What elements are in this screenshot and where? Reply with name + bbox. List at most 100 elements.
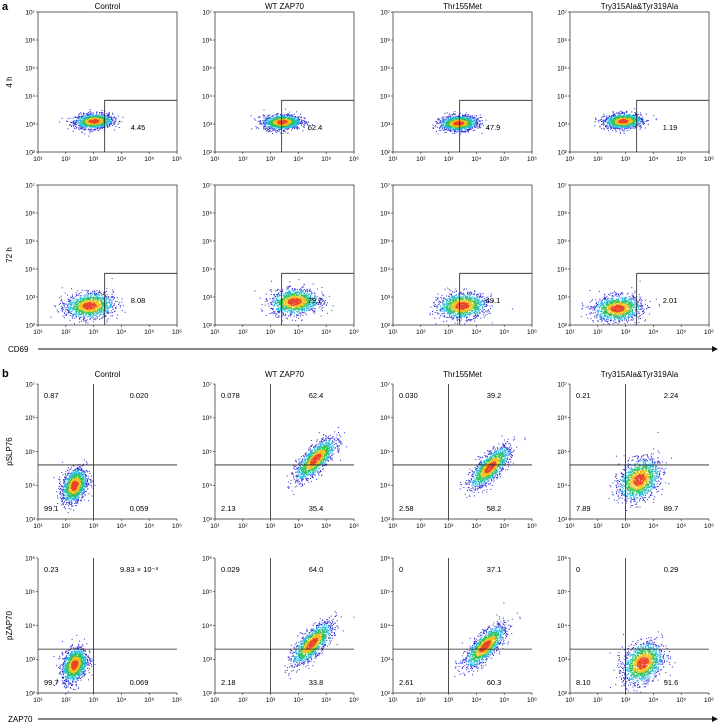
a-event [106, 113, 108, 114]
a-event [477, 122, 479, 124]
a-event [94, 124, 96, 126]
a-event [77, 124, 79, 126]
a-event [465, 119, 467, 121]
row-label: 4 h [5, 76, 14, 87]
a-event [99, 119, 101, 120]
a-event [467, 119, 469, 121]
a-event [91, 126, 93, 127]
a-event [464, 123, 466, 125]
a-event [289, 120, 291, 122]
a-event [463, 127, 465, 129]
a-event [294, 127, 296, 129]
a-event [108, 121, 110, 123]
a-event [474, 119, 475, 121]
a-event [283, 121, 285, 123]
a-event [101, 115, 103, 117]
a-event [275, 117, 276, 119]
a-event [452, 119, 454, 121]
a-event [625, 115, 627, 117]
a-event [446, 112, 448, 114]
a-event [268, 122, 269, 124]
a-event [272, 115, 274, 117]
a-event [464, 120, 466, 122]
a-event [96, 121, 97, 122]
a-event [82, 113, 84, 115]
a-event [294, 126, 296, 128]
a-event [297, 116, 299, 118]
a-event [442, 126, 444, 128]
a-event [454, 133, 456, 135]
a-event [279, 120, 281, 122]
a-event [466, 126, 468, 128]
a-event [111, 117, 113, 119]
a-event [465, 115, 467, 117]
a-event [94, 126, 96, 128]
a-event [83, 117, 85, 119]
a-event [102, 122, 104, 124]
a-event [80, 117, 82, 119]
a-event [472, 130, 474, 132]
a-event [88, 118, 90, 119]
a-event [627, 115, 629, 117]
a-event [279, 126, 281, 128]
a-event [94, 125, 96, 127]
a-event [605, 118, 607, 120]
a-event [289, 120, 291, 121]
a-event [100, 126, 102, 128]
column-title: Try315Ala&Tyr319Ala [601, 2, 679, 11]
a-event [457, 126, 459, 128]
a-event [476, 124, 478, 126]
a-event [266, 130, 268, 131]
a-x-tick-label: 10⁵ [144, 156, 154, 163]
a-event [640, 127, 642, 129]
a-event [474, 129, 476, 131]
a-event [445, 117, 447, 118]
a-event [452, 124, 454, 126]
a-event [614, 128, 616, 130]
a-event [447, 118, 449, 120]
a-event [279, 123, 280, 125]
a-event [464, 131, 466, 132]
a-y-tick-label: 10⁶ [25, 37, 35, 44]
a-event [435, 121, 437, 122]
a-y-tick-label: 10⁶ [380, 37, 390, 44]
a-event [286, 116, 288, 118]
a-event [95, 126, 97, 128]
a-event [436, 122, 438, 124]
a-event [448, 119, 450, 121]
a-event [83, 121, 84, 123]
a-event [473, 120, 475, 121]
a-event [270, 122, 272, 124]
a-event [79, 124, 81, 125]
a-event [304, 121, 306, 123]
a-event [456, 126, 458, 128]
a-x-tick-label: 10⁴ [648, 156, 658, 163]
a-event [437, 133, 439, 135]
a-event [291, 114, 293, 116]
a-event [101, 115, 103, 117]
a-event [462, 124, 464, 126]
a-event [286, 117, 288, 119]
a-event [271, 119, 272, 121]
a-event [448, 121, 450, 122]
a-event [117, 123, 119, 125]
a-event [71, 122, 73, 124]
a-event [472, 121, 474, 123]
a-event [281, 123, 283, 125]
a-event [89, 125, 91, 126]
a-event [472, 121, 474, 122]
a-event [86, 120, 88, 122]
a-event [302, 120, 303, 122]
a-event [287, 118, 289, 120]
a-event [117, 115, 119, 117]
a-event [92, 119, 94, 121]
a-event [99, 122, 101, 124]
a-event [437, 117, 439, 119]
a-event [106, 124, 108, 126]
a-event [282, 116, 284, 118]
a-event [107, 116, 108, 118]
a-event [634, 115, 636, 117]
a-event [272, 120, 274, 122]
a-event [278, 128, 280, 130]
a-event [93, 116, 95, 118]
